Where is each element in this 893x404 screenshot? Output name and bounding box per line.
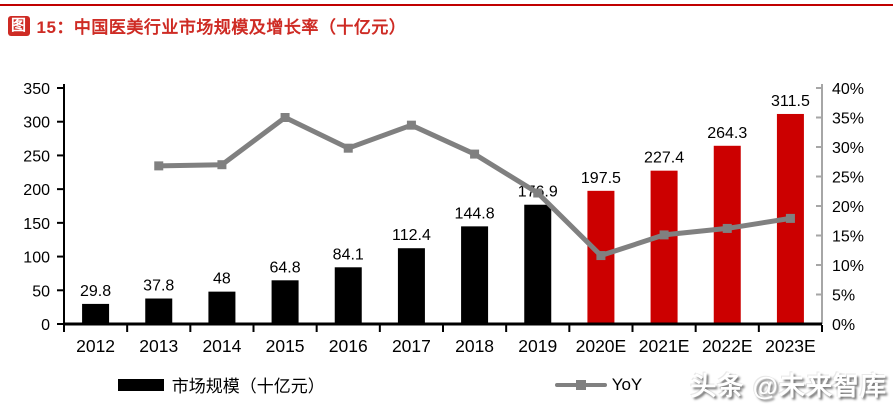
x-label-2015: 2015 (266, 336, 305, 356)
y-left-tick-label: 300 (23, 115, 50, 132)
legend-line-marker-icon (575, 379, 586, 390)
yoy-marker-icon (470, 149, 480, 159)
watermark: 头条 @未来智库 (690, 371, 887, 401)
y-left-tick-label: 350 (23, 81, 50, 98)
y-left-tick-label: 150 (23, 216, 50, 233)
figure-caption: 图 15：中国医美行业市场规模及增长率（十亿元） (8, 13, 406, 38)
legend-label-yoy: YoY (611, 374, 643, 394)
bar-2019 (524, 204, 552, 324)
legend-bar-swatch (117, 378, 164, 391)
y-right-tick-label: 35% (832, 111, 864, 128)
y-right-tick-label: 5% (832, 288, 855, 305)
legend-item-yoy: YoY (554, 374, 643, 395)
yoy-marker-icon (596, 251, 606, 261)
x-label-2017: 2017 (392, 336, 431, 356)
yoy-marker-icon (217, 160, 227, 170)
y-right-tick-label: 20% (832, 199, 864, 216)
chart-legend: 市场规模（十亿元） YoY (0, 372, 760, 397)
bar-label-2022E: 264.3 (707, 125, 747, 142)
legend-label-market-size: 市场规模（十亿元） (171, 377, 325, 396)
bar-label-2015: 64.8 (270, 259, 301, 276)
bar-label-2012: 29.8 (80, 283, 111, 300)
bar-label-2018: 144.8 (455, 205, 495, 222)
bar-2012 (82, 303, 110, 324)
bar-label-2021E: 227.4 (644, 150, 684, 167)
bar-label-2023E: 311.5 (771, 93, 810, 110)
y-left-tick-label: 100 (23, 250, 50, 267)
x-label-2020E: 2020E (576, 336, 627, 356)
bar-2013 (145, 298, 173, 324)
bar-2022E (713, 145, 741, 324)
x-label-2013: 2013 (139, 336, 178, 356)
yoy-marker-icon (280, 113, 290, 122)
x-label-2012: 2012 (76, 336, 115, 356)
yoy-marker-icon (659, 230, 669, 240)
bar-label-2016: 84.1 (333, 246, 364, 263)
y-right-tick-label: 25% (832, 170, 864, 187)
bar-label-2017: 112.4 (392, 227, 431, 244)
bar-2015 (271, 280, 299, 324)
x-label-2018: 2018 (455, 336, 494, 356)
y-right-tick-label: 40% (832, 81, 864, 98)
y-left-tick-label: 0 (41, 317, 50, 334)
y-left-tick-label: 50 (32, 283, 50, 300)
figure-badge: 图 (8, 15, 30, 36)
x-label-2023E: 2023E (765, 336, 816, 356)
x-label-2016: 2016 (329, 336, 368, 356)
legend-line-swatch (554, 379, 607, 391)
bar-label-2020E: 197.5 (581, 170, 621, 187)
yoy-marker-icon (406, 120, 416, 130)
bar-2017 (397, 248, 425, 324)
yoy-marker-icon (533, 188, 543, 198)
y-right-tick-label: 15% (832, 229, 864, 246)
bar-2014 (208, 291, 236, 324)
y-left-tick-label: 200 (23, 182, 50, 199)
y-right-tick-label: 30% (832, 140, 864, 157)
x-label-2014: 2014 (202, 336, 241, 356)
yoy-marker-icon (785, 213, 795, 223)
legend-item-market-size: 市场规模（十亿元） (117, 372, 325, 397)
yoy-marker-icon (343, 143, 353, 153)
x-label-2021E: 2021E (639, 336, 690, 356)
x-label-2022E: 2022E (702, 336, 753, 356)
yoy-marker-icon (154, 161, 164, 171)
y-left-tick-label: 250 (23, 148, 50, 165)
bar-label-2013: 37.8 (143, 278, 174, 295)
figure-title: 15：中国医美行业市场规模及增长率（十亿元） (36, 18, 407, 37)
yoy-marker-icon (722, 223, 732, 233)
bar-label-2014: 48 (213, 271, 231, 288)
bar-2018 (461, 226, 489, 324)
bar-2016 (334, 267, 362, 324)
top-rule (0, 4, 893, 6)
bar-2021E (650, 170, 678, 324)
x-label-2019: 2019 (518, 336, 557, 356)
y-right-tick-label: 10% (832, 258, 864, 275)
y-right-tick-label: 0% (832, 317, 855, 334)
